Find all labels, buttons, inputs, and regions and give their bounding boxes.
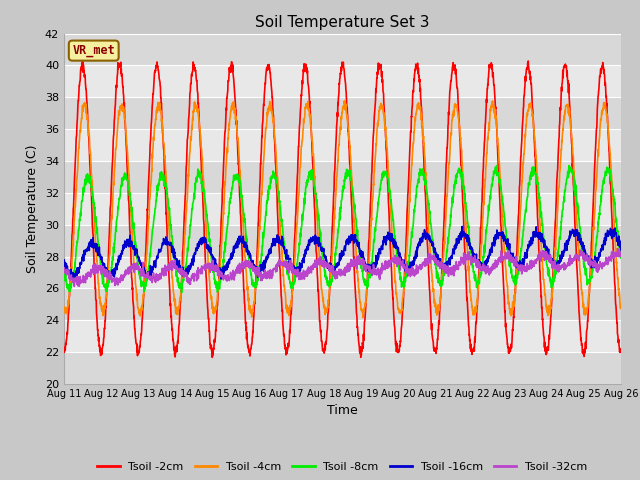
Line: Tsoil -32cm: Tsoil -32cm (64, 249, 621, 287)
Tsoil -2cm (617, 348, 625, 354)
Bar (64, 225, 621, 257)
Tsoil -16cm (359, 249, 367, 254)
Bar (64, 129, 621, 161)
Tsoil -8cm (617, 255, 625, 261)
Tsoil -4cm (568, 135, 576, 141)
Tsoil -4cm (505, 300, 513, 305)
Line: Tsoil -2cm: Tsoil -2cm (64, 61, 621, 357)
Tsoil -8cm (371, 228, 379, 234)
Tsoil -8cm (359, 267, 367, 273)
Tsoil -16cm (617, 247, 625, 253)
Tsoil -16cm (584, 253, 591, 259)
Tsoil -8cm (568, 168, 576, 173)
Tsoil -32cm (60, 266, 68, 272)
Y-axis label: Soil Temperature (C): Soil Temperature (C) (26, 144, 39, 273)
Tsoil -8cm (493, 163, 500, 168)
Bar (64, 34, 621, 65)
Tsoil -2cm (60, 348, 68, 354)
Bar (64, 352, 621, 384)
Tsoil -2cm (504, 346, 512, 351)
Tsoil -8cm (505, 255, 513, 261)
Tsoil -4cm (359, 315, 367, 321)
Tsoil -8cm (60, 267, 68, 273)
Tsoil -16cm (371, 261, 379, 267)
Tsoil -2cm (584, 318, 591, 324)
Tsoil -2cm (216, 256, 223, 262)
Tsoil -32cm (216, 268, 223, 274)
X-axis label: Time: Time (327, 405, 358, 418)
Tsoil -4cm (371, 158, 379, 164)
Tsoil -8cm (216, 286, 223, 292)
Tsoil -32cm (584, 255, 591, 261)
Tsoil -32cm (371, 267, 379, 273)
Tsoil -8cm (584, 277, 591, 283)
Tsoil -4cm (340, 98, 348, 104)
Bar (64, 288, 621, 320)
Bar (64, 161, 621, 193)
Tsoil -16cm (60, 257, 68, 263)
Tsoil -16cm (505, 244, 513, 250)
Tsoil -4cm (359, 307, 367, 313)
Tsoil -4cm (584, 305, 591, 311)
Tsoil -2cm (209, 354, 216, 360)
Legend: Tsoil -2cm, Tsoil -4cm, Tsoil -8cm, Tsoil -16cm, Tsoil -32cm: Tsoil -2cm, Tsoil -4cm, Tsoil -8cm, Tsoi… (93, 457, 592, 477)
Bar (64, 257, 621, 288)
Tsoil -4cm (216, 278, 223, 284)
Tsoil -32cm (617, 251, 625, 257)
Line: Tsoil -16cm: Tsoil -16cm (64, 227, 621, 279)
Tsoil -2cm (359, 341, 367, 347)
Tsoil -16cm (568, 230, 576, 236)
Tsoil -4cm (60, 304, 68, 310)
Tsoil -4cm (617, 302, 625, 308)
Tsoil -16cm (458, 224, 466, 229)
Tsoil -32cm (70, 284, 78, 289)
Text: VR_met: VR_met (72, 44, 115, 57)
Tsoil -16cm (216, 265, 223, 271)
Bar (64, 193, 621, 225)
Tsoil -2cm (568, 149, 576, 155)
Tsoil -32cm (504, 253, 512, 259)
Tsoil -8cm (178, 290, 186, 296)
Tsoil -2cm (524, 58, 532, 64)
Bar (64, 320, 621, 352)
Tsoil -32cm (359, 256, 367, 262)
Tsoil -32cm (614, 246, 621, 252)
Line: Tsoil -8cm: Tsoil -8cm (64, 166, 621, 293)
Tsoil -16cm (217, 276, 225, 282)
Bar (64, 65, 621, 97)
Bar (64, 97, 621, 129)
Tsoil -32cm (568, 256, 575, 262)
Title: Soil Temperature Set 3: Soil Temperature Set 3 (255, 15, 429, 30)
Tsoil -2cm (371, 107, 379, 112)
Line: Tsoil -4cm: Tsoil -4cm (64, 101, 621, 318)
